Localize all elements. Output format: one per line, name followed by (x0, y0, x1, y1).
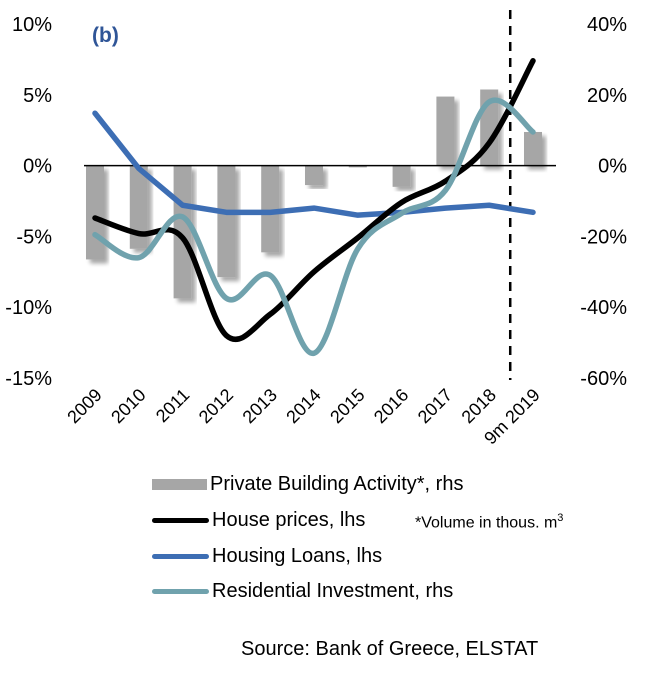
source-note: Source: Bank of Greece, ELSTAT (241, 638, 539, 660)
legend-item-housing-loans: Housing Loans, lhs (152, 545, 382, 568)
left-tick-label: 0% (23, 156, 52, 178)
x-tick-label: 2016 (370, 385, 412, 427)
bar (524, 131, 542, 166)
legend-swatch-line (152, 518, 209, 523)
legend-swatch-line (152, 554, 209, 559)
residential-investment-line (92, 97, 536, 356)
x-axis: 2009 2010 2011 2012 2013 2014 2015 2016 2017 2018… (63, 385, 543, 449)
bar (436, 96, 455, 166)
legend-item-building-activity: Private Building Activity*, rhs (152, 473, 463, 496)
left-tick-label: -10% (5, 297, 52, 319)
housing-loans-line (92, 110, 536, 218)
legend-label: Private Building Activity*, rhs (210, 473, 464, 495)
bar (217, 165, 236, 278)
x-tick-label: 2009 (63, 385, 105, 427)
x-tick-label: 2013 (239, 385, 281, 427)
right-tick-label: -60% (580, 368, 627, 390)
left-tick-label: 5% (23, 85, 52, 107)
left-axis: 10% 5% 0% -5% -10% -15% (5, 14, 52, 390)
bar (348, 165, 367, 168)
x-tick-label: 2010 (107, 385, 149, 427)
right-tick-label: -20% (580, 226, 627, 248)
x-tick-label: 2014 (282, 385, 324, 427)
x-tick-label: 2015 (326, 385, 368, 427)
x-tick-label: 2012 (195, 385, 237, 427)
house-prices-line (92, 58, 536, 343)
legend-note: *Volume in thous. m3 (415, 512, 563, 532)
right-tick-label: 40% (587, 14, 627, 36)
bar (261, 165, 280, 253)
legend-swatch-line (152, 589, 209, 594)
x-tick-label: 2017 (414, 385, 456, 427)
bar (86, 165, 104, 260)
panel-label: (b) (92, 24, 119, 47)
chart: (b) 10% 5% 0% -5% -10% -15% 40% 20% 0% -20% -40% -… (5, 10, 627, 449)
bar (392, 165, 411, 187)
legend-swatch-bar (152, 479, 207, 490)
legend-item-residential-investment: Residential Investment, rhs (152, 580, 453, 603)
left-tick-label: -15% (5, 368, 52, 390)
bar (305, 165, 323, 186)
legend-note-text: *Volume in thous. m (415, 514, 558, 532)
right-tick-label: 20% (587, 85, 627, 107)
line-series (92, 58, 536, 356)
x-tick-label: 2011 (152, 385, 194, 427)
legend-item-house-prices: House prices, lhs (152, 509, 365, 532)
left-tick-label: -5% (16, 226, 52, 248)
legend-note-sup: 3 (557, 512, 564, 524)
bar-series (86, 89, 542, 299)
right-axis: 40% 20% 0% -20% -40% -60% (580, 14, 627, 390)
bar (129, 165, 148, 249)
legend-label: House prices, lhs (212, 509, 366, 531)
right-tick-label: -40% (580, 297, 627, 319)
legend-label: Residential Investment, rhs (212, 580, 454, 602)
legend-label: Housing Loans, lhs (212, 545, 383, 567)
left-tick-label: 10% (12, 14, 52, 36)
right-tick-label: 0% (598, 156, 627, 178)
